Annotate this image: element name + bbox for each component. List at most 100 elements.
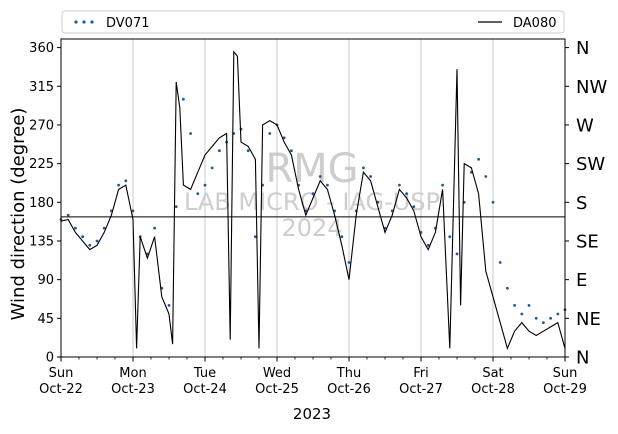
- left-y-axis: 0 45 90 135 180 225 270 315 360: [29, 41, 61, 366]
- x-tick-day: Sun: [553, 366, 578, 381]
- series-layer: [59, 50, 567, 351]
- y-tick-label: 315: [29, 80, 54, 95]
- x-tick-date: Oct-23: [111, 382, 155, 397]
- x-tick-day: Sat: [482, 366, 503, 381]
- right-tick-label: SW: [576, 154, 605, 175]
- right-tick-label: S: [576, 193, 587, 214]
- y-axis-label: Wind direction (degree): [8, 108, 29, 321]
- point-dv071: [369, 175, 372, 178]
- point-dv071: [362, 166, 365, 170]
- point-dv071: [95, 239, 99, 243]
- watermark-line-3: 2024: [281, 214, 342, 242]
- point-dv071: [131, 209, 135, 213]
- point-dv071: [210, 166, 214, 170]
- point-dv071: [542, 321, 545, 324]
- x-tick-date: Oct-22: [39, 382, 83, 397]
- x-tick-day: Mon: [119, 366, 146, 381]
- point-dv071: [74, 226, 77, 230]
- x-tick-day: Tue: [193, 366, 216, 381]
- x-tick-day: Sun: [49, 366, 74, 381]
- right-tick-label: W: [576, 115, 594, 136]
- point-dv071: [426, 243, 430, 247]
- y-tick-label: 270: [29, 118, 54, 133]
- right-tick-label: N: [576, 38, 589, 59]
- right-tick-label: N: [576, 348, 589, 369]
- y-tick-label: 135: [29, 234, 54, 249]
- point-dv071: [484, 175, 488, 178]
- point-dv071: [556, 312, 560, 316]
- point-dv071: [218, 149, 221, 153]
- y-tick-label: 45: [37, 312, 54, 327]
- point-dv071: [196, 192, 200, 196]
- point-dv071: [318, 175, 322, 178]
- point-dv071: [398, 183, 401, 187]
- right-tick-label: E: [576, 270, 587, 291]
- right-tick-label: NW: [576, 77, 607, 98]
- watermark-line-2: LAB MICRO - IAG-USP: [184, 188, 440, 216]
- legend-label-da080: DA080: [513, 16, 557, 31]
- legend-label-dv071: DV071: [106, 16, 150, 31]
- point-dv071: [203, 183, 207, 187]
- point-dv071: [189, 132, 193, 135]
- point-dv071: [246, 149, 250, 153]
- point-dv071: [340, 235, 344, 239]
- point-dv071: [268, 132, 272, 135]
- x-tick-date: Oct-27: [399, 382, 443, 397]
- point-dv071: [498, 261, 502, 264]
- x-axis-label: 2023: [293, 405, 331, 423]
- point-dv071: [102, 226, 106, 230]
- point-dv071: [117, 183, 120, 187]
- point-dv071: [455, 252, 459, 256]
- y-tick-label: 90: [37, 273, 54, 288]
- point-dv071: [477, 157, 480, 161]
- point-dv071: [491, 200, 495, 204]
- legend: DV071 DA080: [61, 10, 565, 34]
- point-dv071: [520, 312, 524, 316]
- point-dv071: [88, 243, 92, 247]
- point-dv071: [513, 304, 516, 307]
- vertical-gridlines: [132, 39, 494, 357]
- watermark-line-1: RMG: [265, 146, 358, 192]
- right-y-axis: N NE E SE S SW W NW N: [565, 38, 607, 369]
- point-dv071: [527, 304, 531, 307]
- y-tick-label: 180: [29, 196, 54, 211]
- x-tick-day: Thu: [336, 366, 361, 381]
- point-dv071: [182, 97, 185, 101]
- point-dv071: [254, 235, 257, 239]
- y-tick-label: 225: [29, 157, 54, 172]
- point-dv071: [290, 149, 293, 153]
- right-tick-label: SE: [576, 231, 599, 252]
- y-tick-label: 0: [46, 351, 54, 366]
- series-line-da080: [60, 50, 566, 351]
- point-dv071: [441, 183, 444, 187]
- legend-box: [61, 10, 565, 34]
- point-dv071: [506, 286, 509, 290]
- legend-marker-dv071: [74, 20, 78, 24]
- x-tick-day: Fri: [413, 366, 429, 381]
- point-dv071: [412, 205, 416, 209]
- point-dv071: [347, 261, 351, 264]
- point-dv071: [534, 316, 538, 320]
- series-points-dv071: [59, 97, 567, 324]
- x-tick-date: Oct-24: [183, 382, 227, 397]
- point-dv071: [311, 192, 315, 196]
- x-tick-date: Oct-26: [327, 382, 371, 397]
- legend-entry-dv071: [74, 20, 94, 24]
- point-dv071: [66, 213, 70, 217]
- point-dv071: [549, 316, 552, 320]
- point-dv071: [153, 226, 157, 230]
- x-tick-date: Oct-29: [543, 382, 587, 397]
- point-dv071: [282, 136, 286, 140]
- point-dv071: [448, 235, 452, 239]
- point-dv071: [326, 183, 329, 187]
- point-dv071: [405, 192, 408, 196]
- watermark: RMG LAB MICRO - IAG-USP 2024: [184, 146, 440, 242]
- point-dv071: [124, 179, 128, 183]
- legend-marker-dv071: [82, 20, 86, 24]
- x-tick-date: Oct-25: [255, 382, 299, 397]
- x-tick-day: Wed: [263, 366, 291, 381]
- x-axis: SunOct-22MonOct-23TueOct-24WedOct-25ThuO…: [39, 357, 587, 397]
- point-dv071: [81, 235, 84, 239]
- right-tick-label: NE: [576, 309, 601, 330]
